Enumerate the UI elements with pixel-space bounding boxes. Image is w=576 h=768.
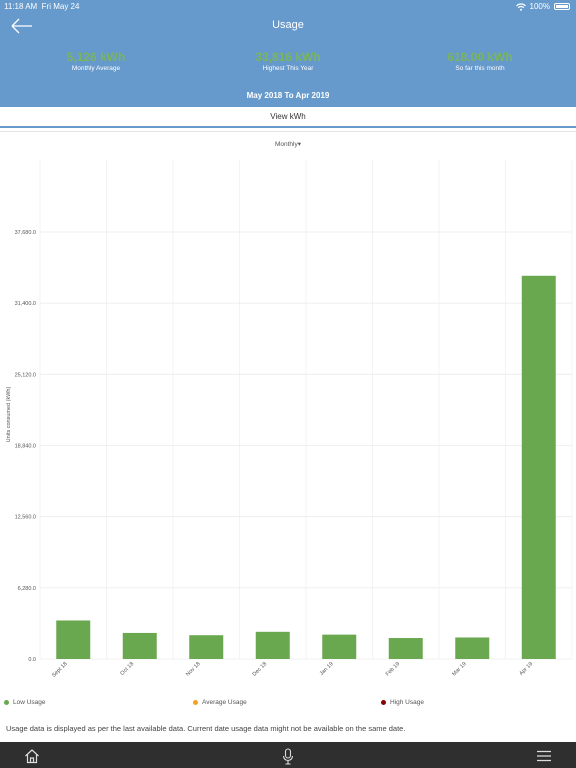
status-right: 100%: [515, 2, 570, 11]
y-tick-label: 31,400.0: [15, 301, 36, 307]
stat-so-far-this-month: 618.00 kWh So far this month: [384, 50, 576, 72]
bar: [255, 631, 290, 659]
legend-dot: [193, 700, 198, 705]
x-tick-label: Sept 18: [51, 661, 69, 679]
bar: [521, 275, 556, 659]
legend-low-usage: Low Usage: [4, 699, 46, 706]
stat-label: So far this month: [455, 65, 505, 72]
divider: [0, 131, 576, 132]
view-kwh-toggle[interactable]: View kWh: [0, 107, 576, 128]
stat-value: 5,126 kWh: [66, 50, 126, 64]
y-axis-label: Units consumed (kWh): [6, 387, 12, 443]
triangle-down-icon: ▾: [297, 141, 302, 148]
y-tick-label: 0.0: [28, 657, 36, 663]
stat-value: 618.00 kWh: [447, 50, 513, 64]
period-dropdown[interactable]: Monthly▾: [250, 140, 326, 148]
legend-dot: [381, 700, 386, 705]
hamburger-menu-icon[interactable]: [536, 750, 552, 762]
stat-highest-this-year: 33,816 kWh Highest This Year: [192, 50, 384, 72]
microphone-icon[interactable]: [282, 748, 294, 766]
status-time: 11:18 AM Fri May 24: [4, 2, 80, 11]
bar: [189, 635, 224, 659]
y-tick-label: 18,840.0: [15, 444, 36, 450]
legend-label: Average Usage: [202, 699, 247, 706]
usage-bar-chart: 0.0 6,280.0 12,560.0 18,840.0 25,120.0 31,400…: [6, 160, 573, 679]
date-range: May 2018 To Apr 2019: [246, 91, 330, 100]
page-title: Usage: [272, 19, 304, 31]
battery-icon: [554, 3, 570, 10]
legend-dot: [4, 700, 9, 705]
home-icon[interactable]: [24, 748, 40, 764]
back-arrow-icon[interactable]: [10, 16, 34, 36]
stat-value: 33,816 kWh: [255, 50, 321, 64]
disclaimer-note: Usage data is displayed as per the last …: [6, 724, 406, 733]
y-tick-label: 37,680.0: [15, 230, 36, 236]
bar: [56, 620, 91, 659]
y-tick-label: 25,120.0: [15, 372, 36, 378]
wifi-icon: [515, 2, 526, 11]
x-tick-label: Dec 18: [252, 661, 269, 678]
x-tick-label: Jan 19: [319, 661, 335, 677]
x-tick-label: Mar 19: [451, 661, 467, 677]
x-tick-label: Nov 18: [185, 661, 202, 678]
legend-average-usage: Average Usage: [193, 699, 247, 706]
x-tick-label: Apr 19: [518, 661, 534, 677]
x-tick-label: Oct 18: [119, 661, 135, 677]
bar: [122, 632, 157, 659]
y-tick-label: 6,280.0: [18, 586, 36, 592]
stat-label: Monthly Average: [71, 65, 121, 72]
bar: [455, 637, 490, 659]
y-tick-label: 12,560.0: [15, 515, 36, 521]
header-bar: 11:18 AM Fri May 24 100% Usage 5,126 kWh…: [0, 0, 576, 107]
period-dropdown-label: Monthly: [274, 141, 298, 148]
legend-label: High Usage: [390, 699, 424, 706]
battery-percent: 100%: [529, 2, 550, 11]
status-bar: 11:18 AM Fri May 24 100%: [0, 0, 576, 14]
x-tick-label: Feb 19: [385, 661, 401, 677]
legend-high-usage: High Usage: [381, 699, 424, 706]
legend-label: Low Usage: [13, 699, 46, 706]
stat-label: Highest This Year: [262, 65, 314, 72]
bottom-tab-bar: [0, 742, 576, 768]
bar: [388, 638, 423, 659]
bar: [322, 634, 357, 659]
stat-monthly-average: 5,126 kWh Monthly Average: [0, 50, 192, 72]
